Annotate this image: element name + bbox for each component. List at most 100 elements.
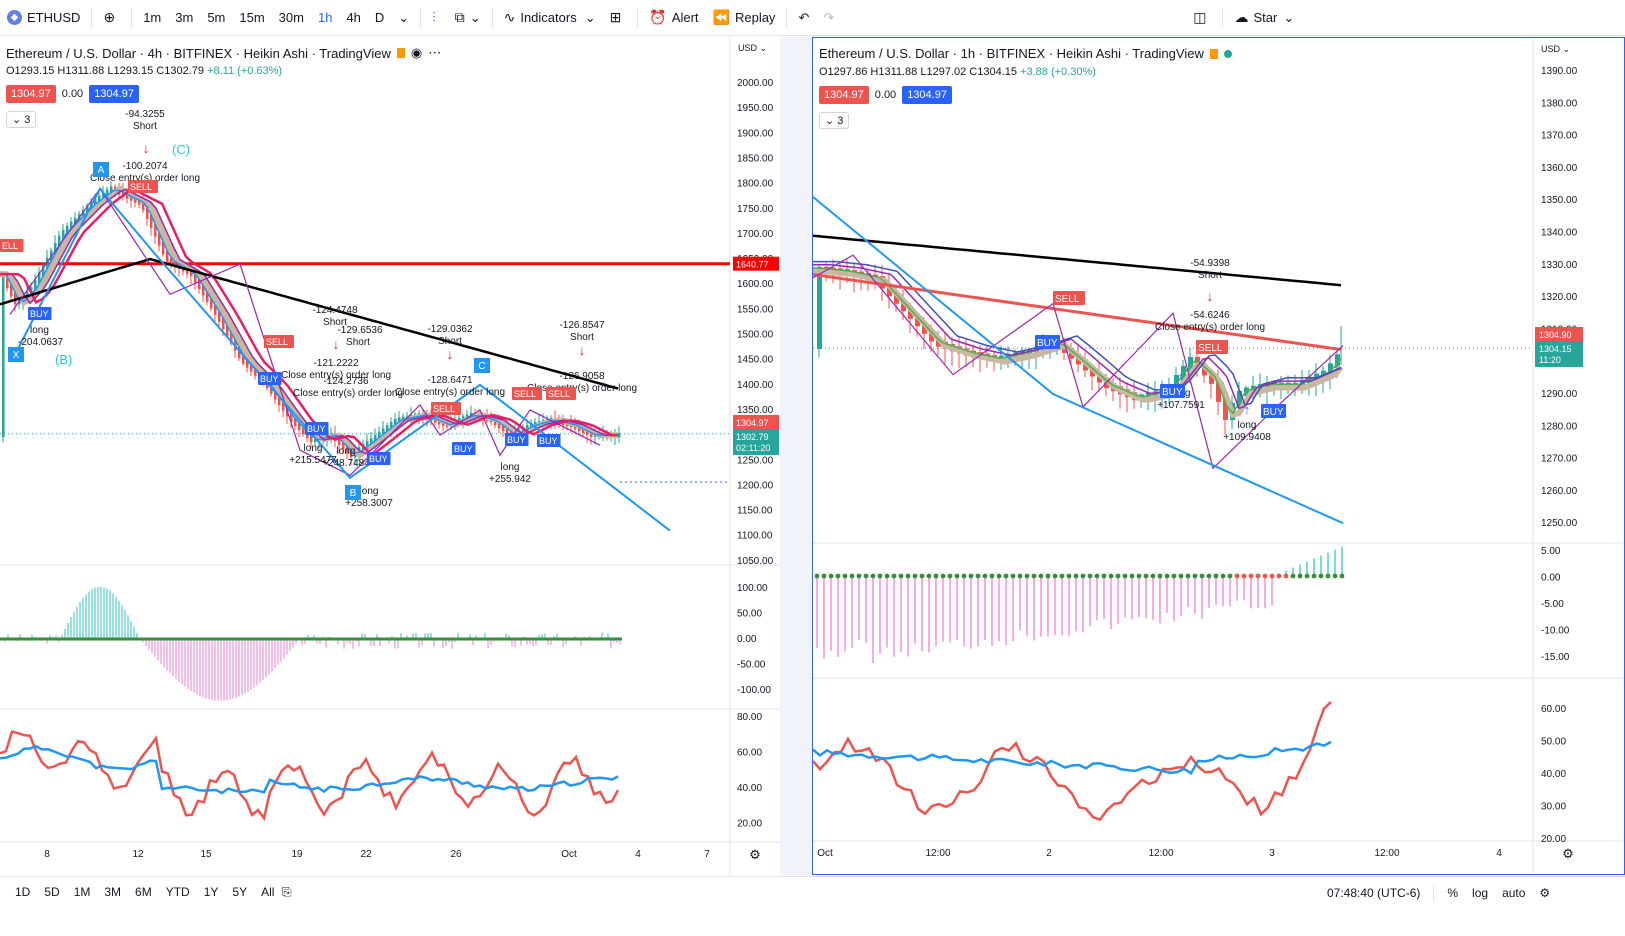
interval-dropdown[interactable]: ⌄ [391,0,416,36]
signal-tag[interactable] [1035,335,1060,349]
zero-dot [926,573,932,579]
candle [46,257,49,270]
log-toggle[interactable]: log [1472,886,1489,900]
signal-text: BUY [369,454,388,464]
pattern-point[interactable] [8,347,24,362]
range-5d[interactable]: 5D [44,885,60,899]
annotation-value: -54.9398 [1190,258,1230,269]
annotation-value: +107.7591 [1157,400,1205,411]
zero-dot [1094,573,1100,579]
range-5y[interactable]: 5Y [232,885,248,899]
range-3m[interactable]: 3M [104,885,122,899]
clock-time[interactable]: 07:48:40 (UTC-6) [1327,886,1421,900]
signal-tag[interactable] [305,422,329,435]
range-all[interactable]: All [261,885,275,899]
compare-add-button[interactable]: ⊕ [96,0,127,36]
signal-tag[interactable] [1196,340,1228,354]
interval-5m[interactable]: 5m [207,10,226,25]
range-1m[interactable]: 1M [73,885,91,899]
candle [106,189,109,197]
pattern-point[interactable] [93,162,109,177]
percent-toggle[interactable]: % [1447,886,1459,900]
eye-icon[interactable]: ◉ [410,45,423,60]
signal-tag[interactable] [367,452,391,465]
candle [14,292,17,305]
price-tag-text: 11:20 [1539,355,1561,365]
undo-button[interactable]: ↶ [791,0,816,36]
alert-button[interactable]: ⏰ Alert [642,0,705,36]
interval-1m[interactable]: 1m [143,10,162,25]
signal-tag[interactable] [264,335,294,348]
range-1y[interactable]: 1Y [203,885,219,899]
zero-dot [1052,573,1058,579]
signal-tag[interactable] [128,180,158,193]
goto-date-icon[interactable]: ⎘ [282,885,292,899]
indicators-button[interactable]: ∿ Indicators ⌄ [497,0,603,36]
candle [366,441,369,449]
more-icon[interactable]: ⋯ [428,45,442,60]
range-1d[interactable]: 1D [15,885,31,899]
signal-tag[interactable] [1261,404,1286,418]
templates-button[interactable]: ⊞ [603,0,634,36]
range-ytd[interactable]: YTD [165,885,190,899]
signal-tag[interactable] [512,387,542,400]
candle [126,192,129,199]
signal-tag[interactable] [431,402,461,415]
indicators-collapse[interactable]: ⌄ 3 [6,111,37,128]
interval-30m[interactable]: 30m [278,10,304,25]
replay-button[interactable]: ⏪ Replay [706,0,783,36]
indicators-collapse[interactable]: ⌄ 3 [819,112,850,129]
auto-toggle[interactable]: auto [1502,886,1526,900]
interval-15m[interactable]: 15m [239,10,265,25]
symbol-search[interactable]: ◆ ETHUSD [0,0,87,36]
layout-button[interactable]: ◫ [1186,0,1218,36]
signal-tag[interactable] [452,442,476,455]
signal-tag[interactable] [1053,291,1085,305]
pattern-point[interactable] [474,358,490,373]
redo-button[interactable]: ↷ [816,0,841,36]
chart-pane-left[interactable]: USD ⌄ 2000.00 1950.00 1900.00 1850.00 1800.00… [0,37,780,875]
chart-pane-right[interactable]: USD ⌄ 1390.00 1380.00 1370.00 1360.00 1350.00… [812,37,1625,875]
signal-tag[interactable] [0,239,24,252]
range-6m[interactable]: 6M [135,885,152,899]
interval-1h[interactable]: 1h [317,10,333,25]
bars-style-button[interactable]: ⫶ [425,0,448,36]
candle [34,279,37,292]
buy-price-button[interactable]: 1304.97 [89,85,139,103]
candle [1209,370,1214,384]
ohlc-change: +8.11 (+0.63%) [207,65,283,77]
interval-3m[interactable]: 3m [175,10,194,25]
sell-price-button[interactable]: 1304.97 [6,85,56,103]
xabcd-pattern[interactable] [14,186,671,532]
annotation-value: -100.2074 [122,161,167,172]
pattern-point[interactable] [345,485,361,500]
signal-tag[interactable] [258,372,282,385]
rsi-tick: 20.00 [737,819,762,830]
signal-tag[interactable] [537,434,561,447]
chart-canvas-left[interactable]: USD ⌄2000.001950.001900.001850.001800.00… [0,37,780,875]
chart-canvas-right[interactable]: USD ⌄ 1390.00 1380.00 1370.00 1360.00 1350.00… [813,38,1624,874]
signal-tag[interactable] [28,307,52,320]
chevron-down-icon: ⌄ [12,114,22,126]
osc-tick: -100.00 [737,685,771,696]
flag-icon[interactable] [396,48,405,58]
sell-price-button[interactable]: 1304.97 [819,86,869,104]
annotation-label: long [1238,420,1257,431]
signal-tag[interactable] [505,433,529,446]
candles-style-button[interactable]: ⧉ ⌄ [448,0,488,36]
pane-divider[interactable] [780,37,812,875]
annotation-text: long [337,446,356,457]
interval-4h[interactable]: 4h [346,10,361,25]
interval-d[interactable]: D [374,10,385,25]
zero-dot [1003,573,1009,579]
signal-tag[interactable] [1160,384,1185,398]
trend-line[interactable] [813,196,1344,525]
cloud-save-button[interactable]: ☁ Star ⌄ [1227,0,1301,36]
flag-icon[interactable] [1209,48,1218,59]
settings-icon[interactable]: ⚙ [1539,886,1551,900]
buy-price-button[interactable]: 1304.97 [902,86,952,104]
signal-tag[interactable] [546,387,576,400]
price-tick: 1500.00 [737,330,774,341]
zero-dot [1255,573,1261,579]
chart-title: Ethereum / U.S. Dollar · 1h · BITFINEX ·… [819,46,1204,61]
